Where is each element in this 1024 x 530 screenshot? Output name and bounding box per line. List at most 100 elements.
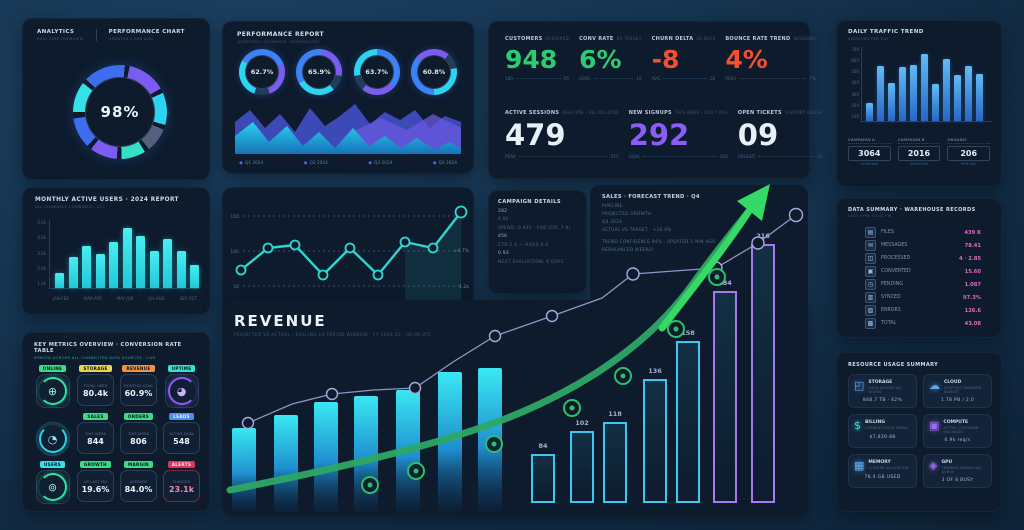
traffic-stat-campaign-b[interactable]: CAMPAIGN B 2016 SESSIONS	[897, 137, 941, 166]
x-tick: SEP-OCT	[179, 296, 197, 301]
card-value: 848.7 TB · 42%	[862, 397, 903, 403]
list-value: 1.087	[964, 281, 981, 288]
foot-right: 05	[563, 76, 570, 81]
foot-left: PEAK	[505, 154, 516, 159]
x-label-text: Q3 2024	[374, 161, 393, 166]
foot-left: PREV	[725, 76, 737, 81]
tile-value: 84.0%	[124, 484, 153, 494]
tile-sub: MONTHLY GOAL	[123, 382, 154, 388]
x-tick: JAN-FEB	[53, 296, 69, 301]
bar-label: 118	[608, 410, 622, 418]
y-axis: 5.0k 4.0k 3.0k 2.0k 1.0k	[33, 220, 49, 286]
foot-right: 10	[636, 76, 642, 81]
list-item[interactable]: ▤ FILES 439 K	[865, 226, 981, 239]
icon-tile: ◕	[164, 374, 199, 408]
metric-tile-uptime[interactable]: UPTIME ◕	[163, 365, 200, 408]
x-label: ◉ Q2 2024	[304, 161, 328, 166]
tile-sub: THIS WEEK	[128, 430, 149, 436]
tile-chip: UPTIME	[167, 365, 196, 372]
bar	[976, 73, 983, 121]
bar	[965, 66, 972, 121]
stat-tile: ACTIVE NOW 548	[163, 422, 200, 454]
kpi-sublabel: THIS WEEK · DAILY AVG	[674, 110, 728, 115]
metric-tile-margin[interactable]: MARGIN AVERAGE 84.0%	[120, 461, 157, 504]
y-tick: 1.0k	[37, 281, 46, 286]
foot-right: 7%	[809, 76, 816, 81]
card-cloud[interactable]: ☁ CLOUD MONTHLY TRANSFER BUDGET 1.78 PB …	[923, 374, 992, 408]
metric-tile-users[interactable]: USERS ⊚	[34, 461, 71, 504]
metric-tile-storage[interactable]: STORAGE TOTAL USED 80.4k	[77, 365, 114, 408]
metric-tile-leads[interactable]: LEADS ACTIVE NOW 548	[163, 413, 200, 456]
icon-tile: ⊚	[35, 470, 70, 504]
detail-line: 456	[498, 234, 508, 239]
metric-tile-gauge[interactable]: ◔	[34, 413, 71, 456]
card-gpu[interactable]: ◈ GPU TRAINING WORKLOAD QUEUE 3 OF 8 BUS…	[923, 453, 992, 488]
card-desc: TRAINING WORKLOAD QUEUE	[941, 465, 981, 475]
traffic-stat-organic[interactable]: ORGANIC 206 PER DAY	[947, 137, 990, 166]
tile-chip: LEADS	[169, 413, 194, 420]
y-tick: 3.0k	[37, 250, 46, 256]
gauge-q3: 63.7%	[353, 49, 400, 95]
list-item[interactable]: ▣ CONVERTED 15.60	[865, 265, 981, 278]
list-item[interactable]: ◷ PENDING 1.087	[865, 278, 981, 291]
gauge-set: 62.7% 65.9% 63.7% 60.8%	[233, 49, 463, 95]
kpi-label: BOUNCE RATE TREND	[725, 36, 791, 42]
panel-subtitle: QUARTERLY SEGMENTS · NORMALIZED	[237, 39, 320, 44]
kpi-label: CONV RATE	[579, 36, 614, 42]
metric-tile-online[interactable]: ONLINE ⊕	[34, 365, 71, 408]
card-storage[interactable]: ◰ STORAGE USED ACROSS ALL NODES 848.7 TB…	[848, 374, 917, 408]
annotation-end: 1.2k	[459, 284, 469, 290]
card-compute[interactable]: ▣ COMPUTE ACTIVE CONTAINER INSTANCES 6.9…	[923, 413, 992, 448]
y-tick: 150	[230, 214, 239, 220]
metric-tile-alerts[interactable]: ALERTS FLAGGED 23.1k	[163, 461, 200, 504]
foot-left: 180	[505, 76, 513, 81]
card-desc: MONTHLY TRANSFER BUDGET	[944, 386, 982, 395]
bar	[55, 273, 64, 288]
x-label: ◉ Q3 2024	[368, 161, 392, 166]
bar	[921, 54, 928, 121]
card-memory[interactable]: ▦ MEMORY CLUSTER ALLOCATION 78.4 GB USED	[848, 453, 917, 488]
kpi-sublabel: VS TARGET	[616, 36, 642, 41]
list-item[interactable]: ▥ SYNCED 97.3%	[865, 291, 981, 304]
bar	[899, 66, 906, 121]
list-item[interactable]: ▩ TOTAL 43.08	[865, 317, 981, 330]
bar	[176, 251, 186, 288]
metric-tile-orders[interactable]: ORDERS THIS WEEK 806	[120, 413, 157, 456]
document-icon: ▤	[865, 227, 876, 238]
bars	[49, 220, 199, 289]
completion-donut: 98%	[73, 65, 167, 159]
y-tick: 4.0k	[37, 235, 46, 241]
foot-right: 02	[709, 76, 716, 81]
stat-tile: TOTAL USED 80.4k	[77, 374, 114, 406]
list-label: MESSAGES	[881, 243, 908, 248]
grid-icon: ▩	[865, 318, 876, 329]
metric-tile-revenue[interactable]: REVENUE MONTHLY GOAL 60.9%	[120, 365, 157, 408]
panel-subtitle: REAL-TIME OVERVIEW	[37, 36, 84, 41]
list-label: PROCESSED	[881, 256, 911, 261]
x-tick: MAR-APR	[83, 296, 102, 301]
list-item[interactable]: ◫ PROCESSED 4 · 2.85	[865, 252, 981, 265]
kpi-value: 6%	[579, 45, 622, 74]
card-desc: USED ACROSS ALL NODES	[868, 386, 902, 395]
tile-chip: SALES	[83, 413, 108, 420]
kpi-value: 479	[505, 118, 566, 152]
donut-value: 98%	[100, 103, 140, 121]
tile-chip: ORDERS	[123, 413, 154, 420]
bar	[910, 64, 917, 121]
metric-tile-sales[interactable]: SALES THIS WEEK 844	[77, 413, 114, 456]
panel-subtitle: SESSIONS PER DAY	[848, 36, 890, 41]
info-title: SALES · FORECAST TREND · Q4	[602, 194, 700, 200]
bars	[861, 47, 992, 122]
bar	[122, 228, 132, 288]
card-billing[interactable]: $ BILLING CURRENT CYCLE SPEND $7,830.88	[848, 413, 917, 448]
kpi-customers: CUSTOMERS ACQUIRED 948 180 05	[505, 36, 569, 81]
list-item[interactable]: ✉ MESSAGES 78.41	[865, 239, 981, 252]
traffic-stat-campaign-a[interactable]: CAMPAIGN A 3064 SESSIONS	[848, 137, 891, 166]
metric-tile-growth[interactable]: GROWTH VS LAST MO 19.6%	[77, 461, 114, 504]
y-tick: 300	[851, 91, 859, 97]
revenue-combo-chart: 84 102 118 136 158 184 216	[226, 184, 804, 512]
list-item[interactable]: ▨ ERRORS 126.6	[865, 304, 981, 317]
gauge-value: 65.9%	[308, 68, 331, 76]
bar	[888, 82, 895, 121]
kpi-foot: GOAL 10	[579, 76, 642, 81]
